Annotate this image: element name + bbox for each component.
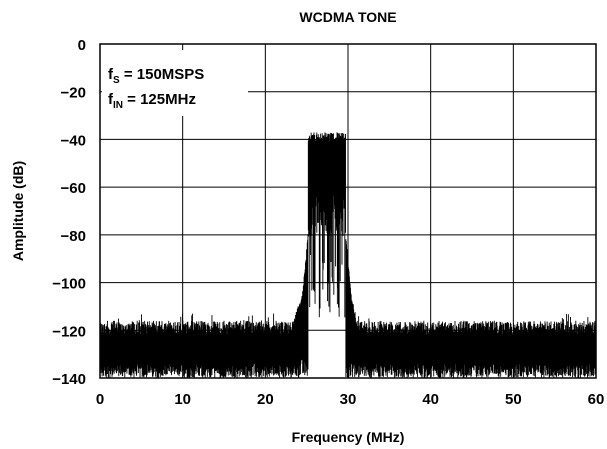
y-tick-label: −80 [61, 228, 86, 245]
y-tick-label: 0 [78, 37, 86, 54]
y-tick-label: −100 [52, 276, 86, 293]
annotation-fs: fS = 150MSPS [108, 66, 204, 86]
x-tick-label: 40 [422, 391, 439, 408]
y-tick-label: −40 [61, 132, 86, 149]
y-tick-label: −140 [52, 371, 86, 388]
y-tick-label: −120 [52, 323, 86, 340]
y-axis-ticks: 0 −20 −40 −60 −80 −100 −120 −140 [52, 37, 86, 388]
plot-frame [99, 43, 597, 379]
y-tick-label: −20 [61, 85, 86, 102]
x-axis-ticks: 0 10 20 30 40 50 60 [96, 391, 605, 408]
annotation-fin: fIN = 125MHz [108, 91, 196, 111]
chart-title: WCDMA TONE [299, 9, 396, 25]
x-tick-label: 60 [588, 391, 605, 408]
y-tick-label: −60 [61, 180, 86, 197]
x-axis-label: Frequency (MHz) [292, 429, 405, 445]
x-tick-label: 0 [96, 391, 104, 408]
x-tick-label: 10 [174, 391, 191, 408]
annotation-box [102, 50, 248, 116]
y-axis-label: Amplitude (dB) [10, 161, 26, 261]
x-tick-label: 20 [257, 391, 274, 408]
x-tick-label: 50 [505, 391, 522, 408]
x-tick-label: 30 [340, 391, 357, 408]
